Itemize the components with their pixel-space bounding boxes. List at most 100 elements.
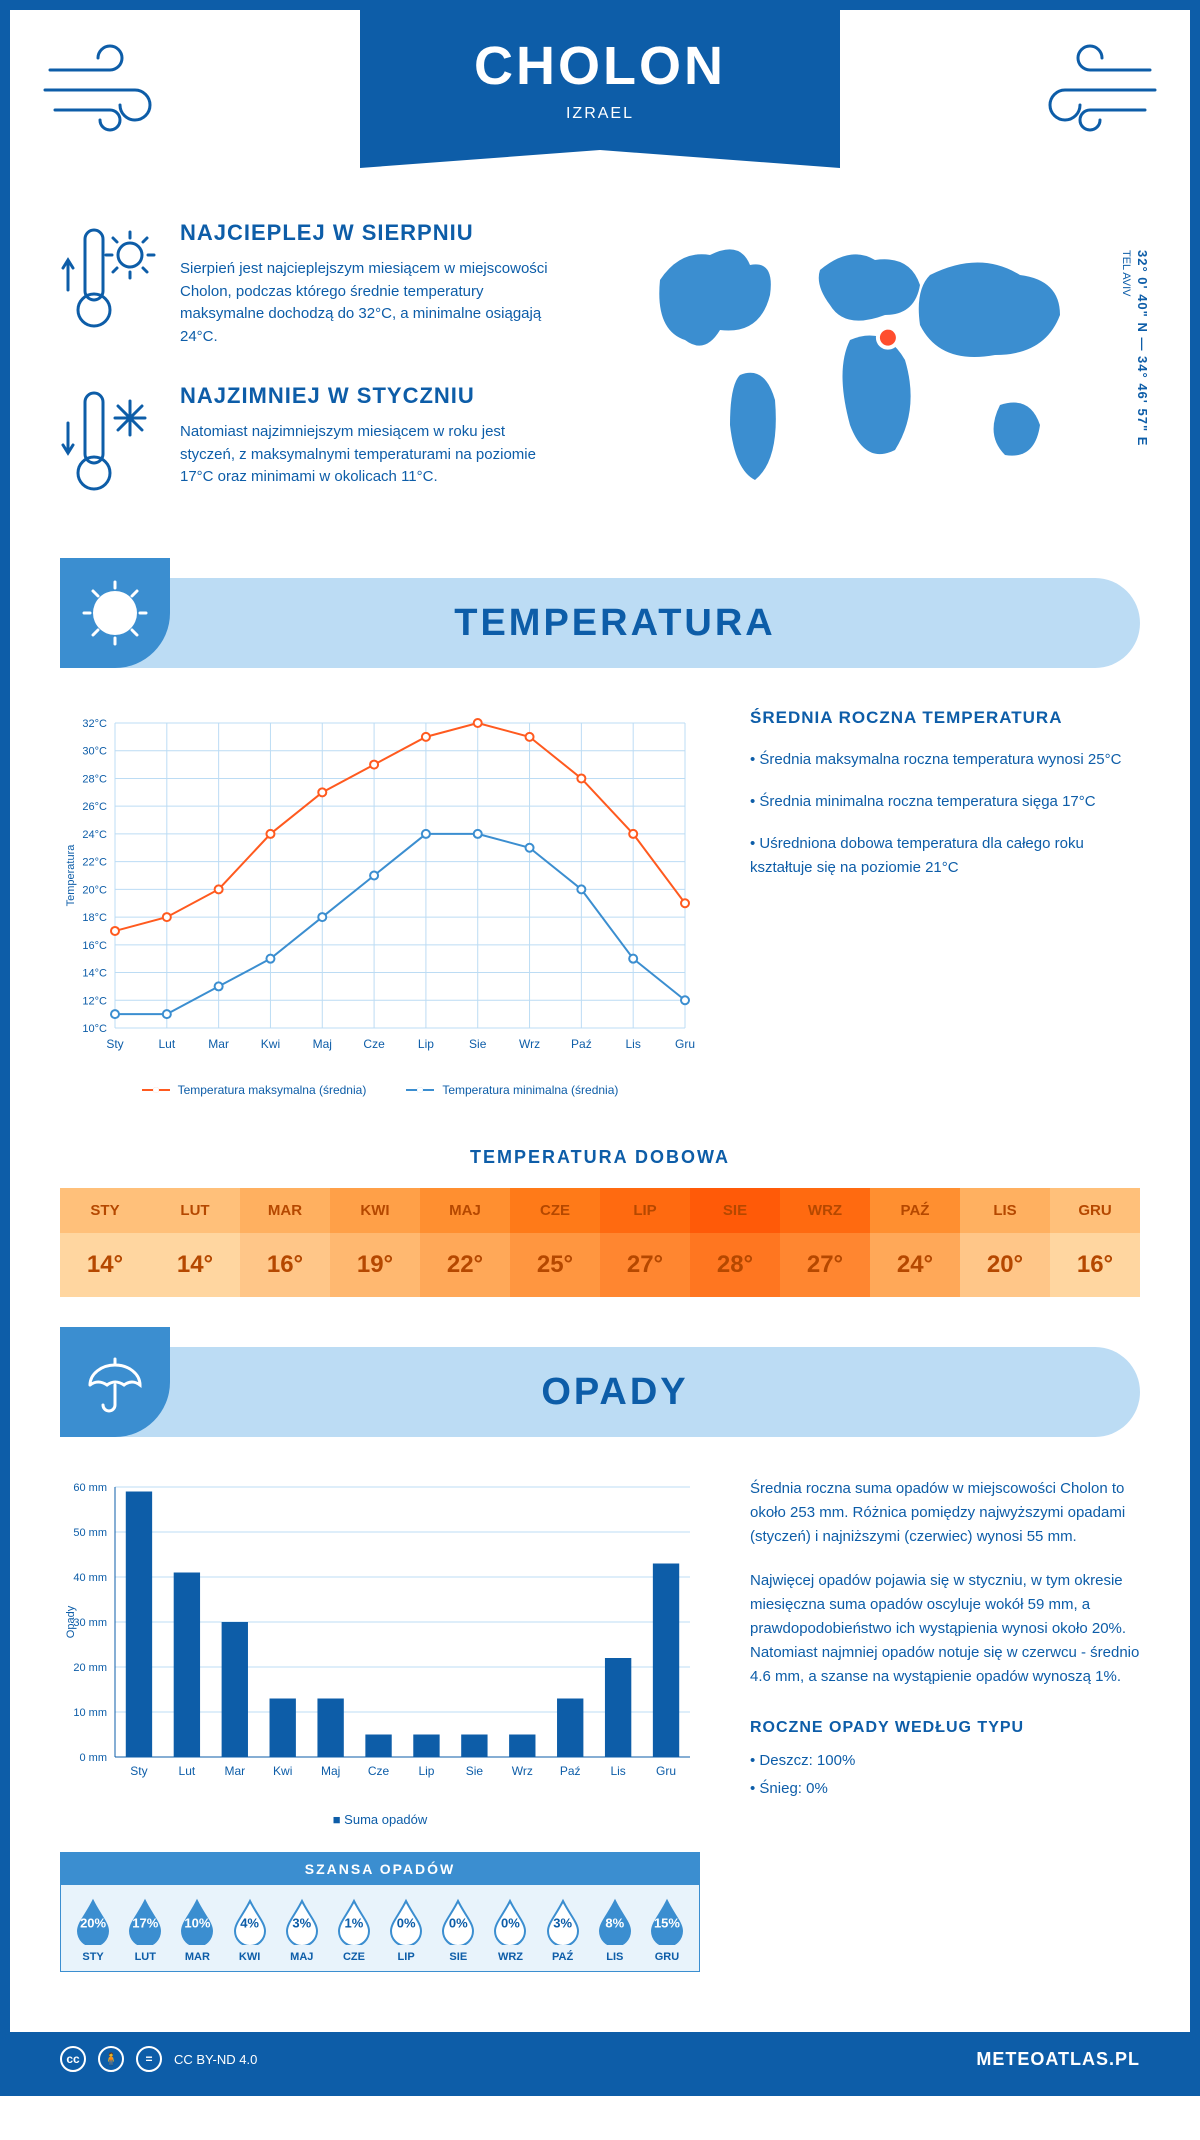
- precip-right-column: Średnia roczna suma opadów w miejscowośc…: [750, 1477, 1140, 1972]
- precip-type-item: • Śnieg: 0%: [750, 1777, 1140, 1801]
- precip-chance-month: PAŹ: [537, 1951, 589, 1963]
- svg-text:Lis: Lis: [610, 1764, 625, 1778]
- svg-text:Opady: Opady: [65, 1605, 77, 1638]
- temperature-chart: 10°C12°C14°C16°C18°C20°C22°C24°C26°C28°C…: [60, 708, 700, 1097]
- precip-title: OPADY: [170, 1371, 1140, 1414]
- daily-temp-value: 28°: [690, 1233, 780, 1297]
- precip-chance-cell: 4% KWI: [224, 1897, 276, 1963]
- svg-text:18°C: 18°C: [82, 912, 107, 924]
- raindrop-icon: 3%: [544, 1897, 582, 1945]
- daily-temp-cell: PAŹ24°: [870, 1188, 960, 1297]
- coordinates: 32° 0' 40" N — 34° 46' 57" E: [1135, 250, 1150, 446]
- coldest-month-block: NAJZIMNIEJ W STYCZNIU Natomiast najzimni…: [60, 383, 580, 503]
- thermometer-hot-icon: [60, 220, 160, 340]
- svg-text:26°C: 26°C: [82, 801, 107, 813]
- svg-text:Gru: Gru: [656, 1764, 676, 1778]
- daily-temp-table: STY14°LUT14°MAR16°KWI19°MAJ22°CZE25°LIP2…: [60, 1188, 1140, 1297]
- raindrop-icon: 1%: [335, 1897, 373, 1945]
- precip-chance-box: SZANSA OPADÓW 20%STY17%LUT10%MAR4%KWI3%M…: [60, 1852, 700, 1972]
- precip-bar-chart: 0 mm10 mm20 mm30 mm40 mm50 mm60 mmOpadyS…: [60, 1477, 700, 1797]
- daily-month-label: LUT: [150, 1188, 240, 1233]
- temp-info-bullet: • Średnia maksymalna roczna temperatura …: [750, 748, 1140, 772]
- daily-temp-cell: LUT14°: [150, 1188, 240, 1297]
- precip-chance-month: LIP: [380, 1951, 432, 1963]
- daily-temp-value: 25°: [510, 1233, 600, 1297]
- svg-text:Sty: Sty: [106, 1037, 123, 1051]
- daily-month-label: PAŹ: [870, 1188, 960, 1233]
- daily-month-label: CZE: [510, 1188, 600, 1233]
- precip-chance-month: MAJ: [276, 1951, 328, 1963]
- svg-text:Sie: Sie: [466, 1764, 484, 1778]
- daily-temp-cell: MAR16°: [240, 1188, 330, 1297]
- svg-text:Kwi: Kwi: [261, 1037, 280, 1051]
- sun-icon: [60, 558, 170, 668]
- svg-text:Sty: Sty: [130, 1764, 147, 1778]
- svg-text:60 mm: 60 mm: [73, 1482, 107, 1494]
- infographic-page: CHOLON IZRAEL NAJCIEPLE: [0, 0, 1200, 2096]
- intro-section: NAJCIEPLEJ W SIERPNIU Sierpień jest najc…: [10, 190, 1190, 578]
- daily-month-label: KWI: [330, 1188, 420, 1233]
- nd-icon: =: [136, 2046, 162, 2072]
- svg-text:24°C: 24°C: [82, 829, 107, 841]
- precip-chance-cell: 10%MAR: [171, 1897, 223, 1963]
- hottest-body: Sierpień jest najcieplejszym miesiącem w…: [180, 258, 560, 348]
- svg-text:Mar: Mar: [224, 1764, 245, 1778]
- daily-temp-cell: KWI19°: [330, 1188, 420, 1297]
- svg-text:0 mm: 0 mm: [80, 1752, 108, 1764]
- temperature-chart-legend: Temperatura maksymalna (średnia)Temperat…: [60, 1083, 700, 1097]
- daily-temp-title: TEMPERATURA DOBOWA: [10, 1147, 1190, 1168]
- svg-text:22°C: 22°C: [82, 857, 107, 869]
- raindrop-icon: 0%: [491, 1897, 529, 1945]
- daily-temp-value: 19°: [330, 1233, 420, 1297]
- nearest-city: TEL AVIV: [1120, 250, 1132, 296]
- precip-chance-month: KWI: [224, 1951, 276, 1963]
- precip-chance-value: 0%: [501, 1916, 520, 1931]
- precip-by-type-title: ROCZNE OPADY WEDŁUG TYPU: [750, 1719, 1140, 1737]
- svg-text:Paź: Paź: [560, 1764, 581, 1778]
- raindrop-icon: 0%: [439, 1897, 477, 1945]
- precip-chance-value: 20%: [80, 1916, 106, 1931]
- city-name: CHOLON: [360, 35, 840, 97]
- precip-chance-cell: 8%LIS: [589, 1897, 641, 1963]
- raindrop-icon: 8%: [596, 1897, 634, 1945]
- daily-temp-cell: MAJ22°: [420, 1188, 510, 1297]
- precip-chance-cell: 15%GRU: [641, 1897, 693, 1963]
- raindrop-icon: 3%: [283, 1897, 321, 1945]
- precip-chance-value: 8%: [605, 1916, 624, 1931]
- daily-month-label: WRZ: [780, 1188, 870, 1233]
- svg-text:Kwi: Kwi: [273, 1764, 292, 1778]
- precip-chance-cell: 17% LUT: [119, 1897, 171, 1963]
- footer: cc 🧍 = CC BY-ND 4.0 METEOATLAS.PL: [10, 2032, 1190, 2086]
- temperature-body: 10°C12°C14°C16°C18°C20°C22°C24°C26°C28°C…: [10, 668, 1190, 1117]
- daily-temp-value: 16°: [240, 1233, 330, 1297]
- raindrop-icon: 10%: [178, 1897, 216, 1945]
- precip-chance-value: 4%: [240, 1916, 259, 1931]
- svg-text:Lis: Lis: [626, 1037, 641, 1051]
- svg-text:Lut: Lut: [179, 1764, 196, 1778]
- svg-text:28°C: 28°C: [82, 773, 107, 785]
- daily-month-label: MAR: [240, 1188, 330, 1233]
- daily-month-label: STY: [60, 1188, 150, 1233]
- temp-info-bullet: • Średnia minimalna roczna temperatura s…: [750, 790, 1140, 814]
- precip-chance-value: 15%: [654, 1916, 680, 1931]
- svg-text:Paź: Paź: [571, 1037, 592, 1051]
- raindrop-icon: 17%: [126, 1897, 164, 1945]
- svg-text:Lip: Lip: [418, 1764, 434, 1778]
- daily-temp-cell: GRU16°: [1050, 1188, 1140, 1297]
- precip-chance-month: LUT: [119, 1951, 171, 1963]
- daily-temp-value: 14°: [150, 1233, 240, 1297]
- svg-text:16°C: 16°C: [82, 940, 107, 952]
- intro-text-column: NAJCIEPLEJ W SIERPNIU Sierpień jest najc…: [60, 220, 580, 538]
- svg-text:12°C: 12°C: [82, 995, 107, 1007]
- world-map: [620, 220, 1090, 500]
- daily-month-label: MAJ: [420, 1188, 510, 1233]
- svg-text:10°C: 10°C: [82, 1023, 107, 1035]
- svg-text:Cze: Cze: [368, 1764, 390, 1778]
- daily-temp-cell: WRZ27°: [780, 1188, 870, 1297]
- coldest-body: Natomiast najzimniejszym miesiącem w rok…: [180, 421, 560, 489]
- temp-info-bullet: • Uśredniona dobowa temperatura dla całe…: [750, 832, 1140, 880]
- svg-text:Cze: Cze: [363, 1037, 385, 1051]
- precip-chance-month: SIE: [432, 1951, 484, 1963]
- precip-chance-value: 3%: [553, 1916, 572, 1931]
- svg-text:30 mm: 30 mm: [73, 1617, 107, 1629]
